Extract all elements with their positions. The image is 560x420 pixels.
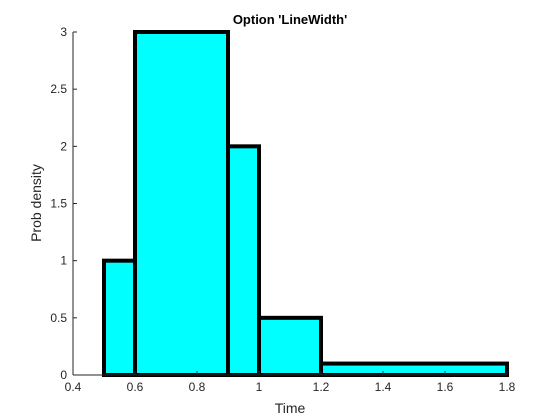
- y-axis-label: Prob density: [28, 164, 44, 242]
- y-tick-label: 3: [60, 25, 67, 39]
- bars-group: [102, 30, 509, 378]
- x-tick-label: 0.6: [127, 380, 144, 394]
- y-tick-label: 0: [60, 368, 67, 382]
- histogram-bar: [133, 30, 230, 377]
- y-tick-label: 2: [60, 139, 67, 153]
- histogram-bar: [319, 361, 509, 378]
- histogram-bar: [102, 258, 137, 377]
- y-tick-label: 2.5: [50, 82, 67, 96]
- x-axis-label: Time: [275, 400, 306, 416]
- y-tick-label: 1.5: [50, 197, 67, 211]
- chart-title: Option 'LineWidth': [233, 12, 347, 27]
- x-tick-label: 0.4: [65, 380, 82, 394]
- x-tick-label: 1: [256, 380, 263, 394]
- x-tick-label: 1.6: [437, 380, 454, 394]
- histogram-bar: [257, 315, 323, 378]
- y-tick-label: 1: [60, 254, 67, 268]
- x-tick-label: 1.2: [313, 380, 330, 394]
- y-ticks-group: 0 0.5 1 1.5 2 2.5 3: [50, 25, 77, 382]
- x-tick-label: 0.8: [189, 380, 206, 394]
- x-ticks-group: 0.4 0.6 0.8 1 1.2 1.4 1.6 1.8: [65, 371, 516, 394]
- y-tick-label: 0.5: [50, 311, 67, 325]
- x-tick-label: 1.4: [375, 380, 392, 394]
- histogram-bar: [226, 144, 261, 377]
- x-tick-label: 1.8: [499, 380, 516, 394]
